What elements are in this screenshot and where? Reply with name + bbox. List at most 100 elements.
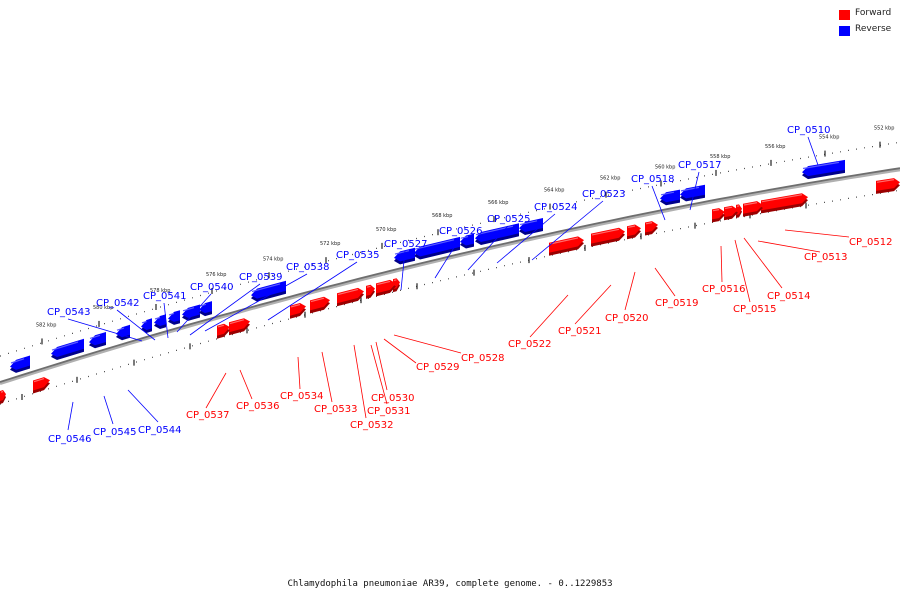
reverse-gene-box [116,324,130,341]
forward-gene-box-highlight [712,209,720,212]
reverse-gene-label: CP_0543 [47,307,90,318]
forward-gene-box [376,279,396,297]
reverse-gene-box-body [199,301,212,314]
reverse-gene-label: CP_0523 [582,189,625,200]
forward-gene-box [876,178,900,194]
reverse-gene-box [519,218,543,235]
reverse-gene-label: CP_0545 [93,427,136,438]
ruler-label: 576 kbp [206,272,226,278]
legend-reverse-label: Reverse [855,24,892,34]
forward-gene-box [229,318,250,336]
reverse-gene-box [460,233,474,249]
forward-gene-box-highlight [591,228,620,236]
forward-gene-label: CP_0516 [702,284,745,295]
reverse-gene-box-highlight [802,161,840,170]
forward-gene-box-highlight [876,179,895,183]
forward-gene-box [736,204,742,218]
forward-gene-box [337,287,364,307]
forward-gene-box-body [591,227,625,244]
reverse-gene-box-highlight [460,236,469,239]
forward-gene-box-body [712,208,725,220]
ruler-label: 580 kbp [93,305,113,311]
reverse-gene-box-highlight [168,312,175,316]
forward-gene-label: CP_0530 [371,393,414,404]
forward-gene-label-leader [321,351,333,403]
reverse-gene-box [154,314,166,329]
forward-gene-label: CP_0532 [350,420,393,431]
reverse-gene-box-body [680,184,705,199]
forward-gene-box-highlight [337,288,359,296]
reverse-gene-label: CP_0542 [96,298,139,309]
reverse-gene-box-highlight [414,239,455,250]
forward-gene-label-leader [393,334,462,354]
figure-caption: Chlamydophila pneumoniae AR39, complete … [287,579,613,589]
forward-gene-label: CP_0521 [558,326,601,337]
reverse-gene-label-leader [189,283,261,336]
forward-gene-box-body [229,318,250,333]
forward-gene-label-leader [239,369,253,400]
ruler-label: 562 kbp [600,176,620,182]
reverse-gene-label-leader [434,237,461,279]
forward-gene-box-body [337,287,364,304]
forward-gene-label: CP_0531 [367,406,410,417]
forward-gene-box-highlight [724,206,733,210]
reverse-gene-box-body [460,233,474,246]
forward-gene-label-leader [624,271,636,311]
forward-gene-label-leader [370,344,388,405]
forward-gene-box-highlight [645,222,653,225]
reverse-gene-box-highlight [141,320,147,324]
reverse-gene-box-highlight [251,283,281,293]
reverse-gene-box [168,310,180,325]
reverse-gene-label: CP_0526 [439,226,482,237]
reverse-gene-label-leader [127,389,159,423]
forward-gene-box-highlight [743,202,758,206]
ruler-label: 572 kbp [320,241,340,247]
forward-gene-label: CP_0533 [314,404,357,415]
reverse-gene-label: CP_0535 [336,250,379,261]
forward-gene-label-leader [297,356,301,390]
forward-gene-box [761,193,808,214]
ruler-label: 556 kbp [765,144,785,150]
reverse-gene-box [251,280,286,302]
forward-gene-label: CP_0537 [186,410,229,421]
reverse-gene-label: CP_0538 [286,262,329,273]
forward-gene-label: CP_0519 [655,298,698,309]
reverse-gene-box-highlight [89,334,101,339]
forward-gene-box [724,205,738,221]
reverse-gene-box-body [475,223,519,242]
reverse-gene-label-leader [116,309,156,341]
forward-gene-label: CP_0520 [605,313,648,324]
legend-forward-swatch [839,10,850,20]
reverse-gene-box-highlight [394,250,410,255]
ruler-label: 566 kbp [488,200,508,206]
reverse-gene-box-highlight [154,316,161,320]
forward-gene-label-leader [205,372,227,409]
reverse-gene-box-body [89,332,106,346]
reverse-gene-label: CP_0518 [631,174,674,185]
forward-gene-box-body [0,390,6,401]
forward-gene-box-highlight [366,285,371,288]
forward-gene-box-body [549,236,584,253]
ruler-label: 552 kbp [874,126,894,132]
forward-gene-box [290,303,306,319]
reverse-gene-label-leader [496,213,556,264]
forward-gene-box-highlight [761,194,803,203]
forward-gene-label: CP_0522 [508,339,551,350]
legend-reverse-swatch [839,26,850,36]
forward-gene-box-highlight [217,324,225,328]
forward-gene-label-leader [574,284,612,325]
legend-forward-label: Forward [855,8,892,18]
forward-gene-box [310,296,330,314]
reverse-gene-label: CP_0546 [48,434,91,445]
reverse-gene-box [680,184,705,202]
reverse-gene-label-leader [204,273,308,332]
forward-gene-box-highlight [393,279,397,281]
forward-gene-box [0,390,6,404]
reverse-gene-box-body [802,159,845,177]
reverse-gene-label-leader [651,185,666,221]
reverse-gene-box [141,318,152,333]
reverse-gene-box-body [10,355,30,370]
ruler-label: 560 kbp [655,165,675,171]
forward-gene-label: CP_0529 [416,362,459,373]
forward-gene-box-body [736,204,742,215]
